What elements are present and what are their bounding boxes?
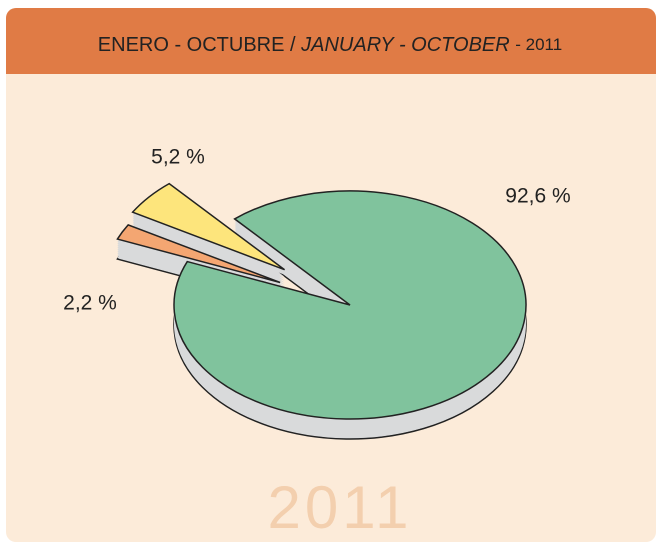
title-es: ENERO - OCTUBRE / [98,34,296,56]
title-en: JANUARY - OCTOBER [300,34,510,56]
data-label: 5,2 % [151,146,205,169]
slice [173,190,527,420]
data-label: 92,6 % [505,185,570,208]
data-label: 2,2 % [63,292,117,315]
pie [116,182,527,440]
title-year: - 2011 [515,35,562,54]
slice [131,182,286,271]
slice [116,224,281,284]
card [6,8,656,542]
watermark: 2011 [267,474,412,541]
header [6,8,656,74]
chart-title: ENERO - OCTUBRE / JANUARY - OCTOBER - 20… [98,34,562,56]
